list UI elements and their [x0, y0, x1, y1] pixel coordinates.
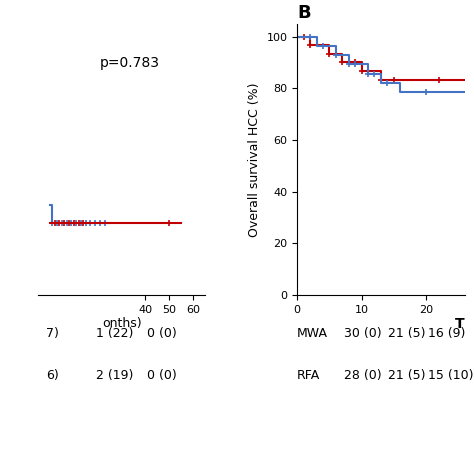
X-axis label: T: T	[455, 318, 465, 331]
Text: 2 (19): 2 (19)	[97, 369, 134, 383]
Text: 1 (22): 1 (22)	[97, 327, 134, 340]
X-axis label: onths): onths)	[102, 318, 141, 330]
Text: 0 (0): 0 (0)	[146, 327, 176, 340]
Text: 7): 7)	[46, 327, 59, 340]
Text: 15 (10): 15 (10)	[428, 369, 473, 383]
Text: B: B	[297, 4, 311, 22]
Text: 30 (0): 30 (0)	[344, 327, 382, 340]
Text: 16 (9): 16 (9)	[428, 327, 465, 340]
Text: 6): 6)	[46, 369, 59, 383]
Text: 21 (5): 21 (5)	[388, 369, 425, 383]
Text: p=0.783: p=0.783	[100, 56, 160, 70]
Y-axis label: Overall survival HCC (%): Overall survival HCC (%)	[248, 82, 261, 237]
Text: 21 (5): 21 (5)	[388, 327, 425, 340]
Text: MWA: MWA	[297, 327, 328, 340]
Text: 28 (0): 28 (0)	[344, 369, 382, 383]
Text: RFA: RFA	[297, 369, 320, 383]
Text: 0 (0): 0 (0)	[146, 369, 176, 383]
